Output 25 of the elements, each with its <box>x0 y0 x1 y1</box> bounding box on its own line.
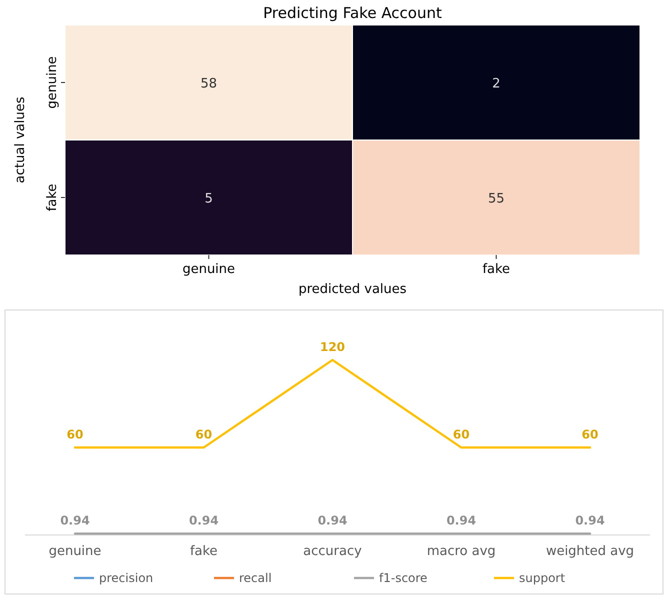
data-label: 0.94 <box>188 514 219 528</box>
data-label: 5 <box>204 192 213 206</box>
x-tick-label: weighted avg <box>546 544 634 559</box>
x-axis-title: predicted values <box>298 282 407 297</box>
data-label: 0.94 <box>318 514 348 528</box>
x-tick-label: fake <box>190 544 218 559</box>
legend-label: recall <box>239 571 272 585</box>
y-axis-title: actual values <box>13 96 28 184</box>
legend-label: precision <box>99 571 154 585</box>
x-tick-label: macro avg <box>426 544 496 559</box>
data-label: 60 <box>452 428 470 442</box>
data-label: 60 <box>195 428 212 442</box>
data-label: 0.94 <box>575 514 605 528</box>
data-label: 60 <box>66 428 84 442</box>
legend-label: f1-score <box>379 571 428 585</box>
data-label: 0.94 <box>60 514 90 528</box>
legend-label: support <box>519 571 566 585</box>
data-label: 120 <box>320 340 346 354</box>
data-label: 58 <box>200 76 218 92</box>
data-label: 2 <box>492 76 500 92</box>
data-label: 60 <box>582 428 598 442</box>
data-label: 0.94 <box>446 514 476 528</box>
chart-title: Predicting Fake Account <box>263 4 442 22</box>
x-tick-label: accuracy <box>303 544 362 559</box>
data-label: 55 <box>488 192 505 206</box>
